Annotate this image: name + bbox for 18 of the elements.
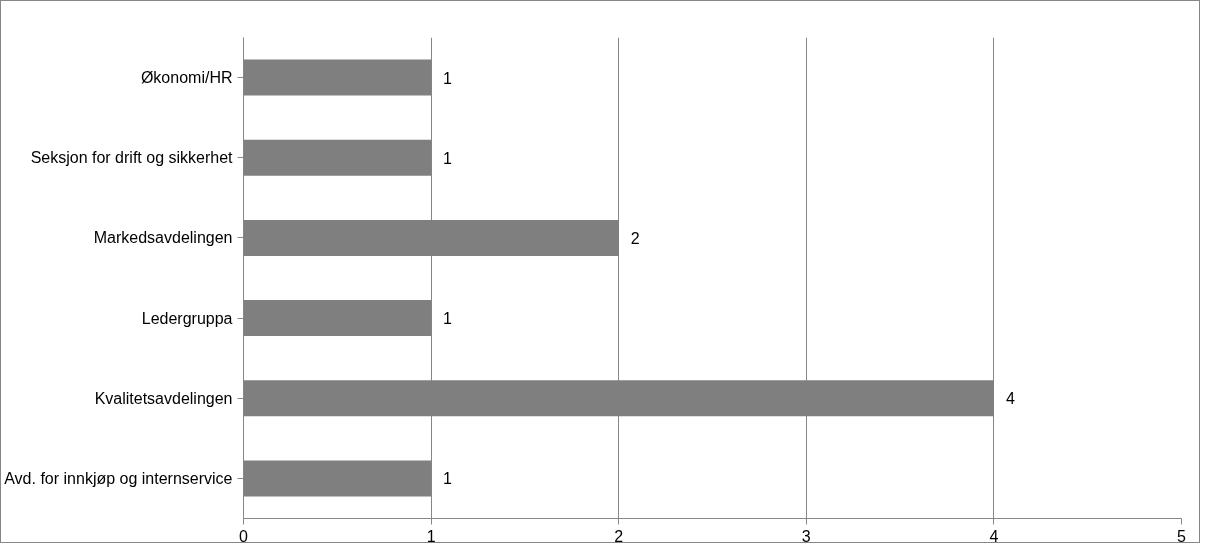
data-label: 1 — [443, 470, 453, 488]
y-tick-label: Seksjon for drift og sikkerhet — [30, 149, 234, 167]
y-tick-label: Kvalitetsavdelingen — [94, 389, 233, 407]
data-label: 2 — [630, 229, 640, 247]
y-tick-label: Avd. for innkjøp og internservice — [4, 469, 233, 487]
x-tick-label: 3 — [801, 527, 811, 545]
data-label: 1 — [443, 69, 453, 87]
data-label: 1 — [443, 149, 453, 167]
y-tick-label: Markedsavdelingen — [93, 229, 233, 247]
x-tick-label: 0 — [239, 527, 249, 545]
x-tick-label: 1 — [426, 527, 436, 545]
data-label: 4 — [1005, 390, 1015, 408]
x-tick-label: 2 — [614, 527, 624, 545]
y-tick-label: Økonomi/HR — [140, 69, 233, 87]
x-tick-label: 5 — [1177, 527, 1187, 545]
y-tick-label: Ledergruppa — [141, 309, 233, 327]
x-tick-label: 4 — [989, 527, 999, 545]
data-label: 1 — [443, 310, 453, 328]
